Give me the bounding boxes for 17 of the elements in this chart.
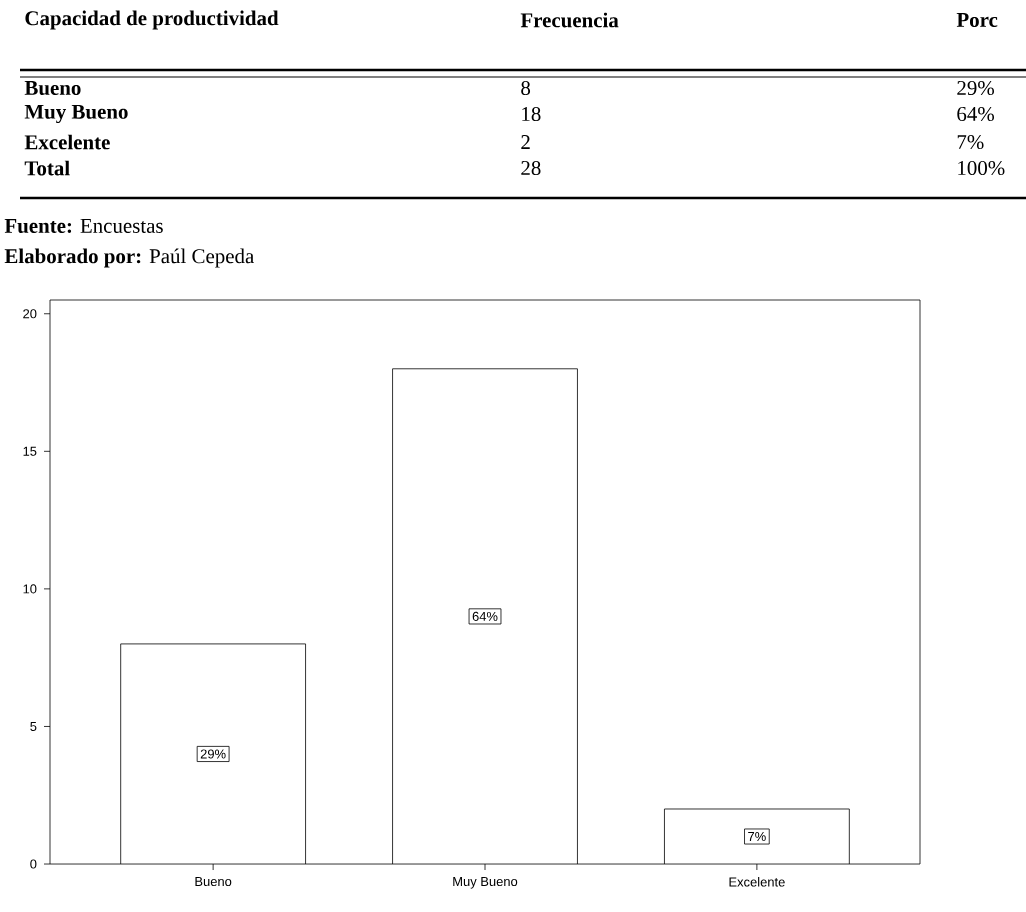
text: Fuente: Encuestas [4, 219, 163, 233]
text: 28 [521, 160, 541, 176]
text: 18 [522, 106, 541, 122]
text: 7% [957, 134, 984, 150]
text: Elaborado por: Paúl Cepeda [4, 248, 254, 268]
text: Excelente [24, 134, 110, 150]
text: Frecuencia [520, 12, 619, 28]
text: Porc [956, 13, 998, 27]
text: 2 [521, 135, 530, 149]
text: 8 [521, 80, 531, 96]
text: 100% [958, 160, 1005, 176]
text: 64% [957, 106, 995, 122]
text: Bueno [24, 81, 81, 95]
text: Muy Bueno [24, 104, 128, 124]
text: 29% [957, 80, 995, 96]
text: Capacidad de productividad [25, 10, 279, 30]
text: Total [24, 160, 70, 176]
